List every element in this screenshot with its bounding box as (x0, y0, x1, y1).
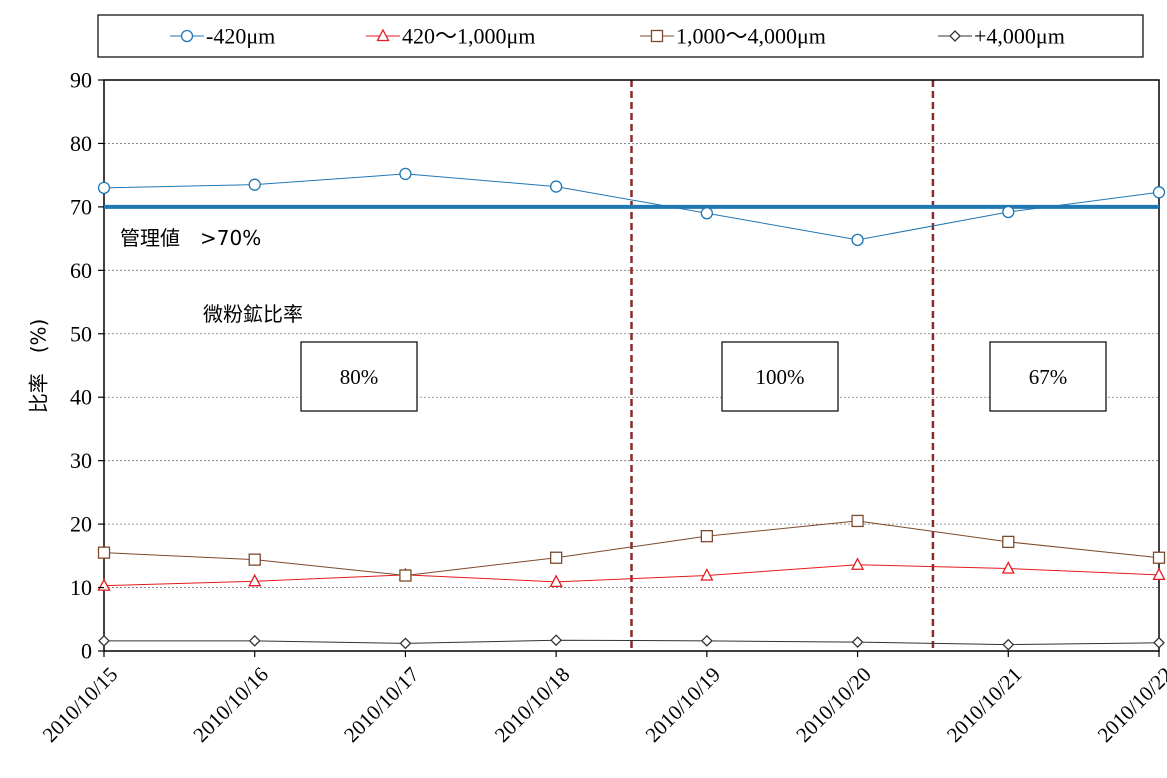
series-group (97, 167, 1166, 651)
series-3-point (851, 514, 864, 528)
legend-label: 1,000～4,000μm (676, 24, 826, 49)
legend-item-1: -420μm (170, 24, 275, 49)
legend-swatch-marker (376, 28, 390, 42)
series-3-point (549, 551, 563, 564)
series-4 (98, 634, 1165, 651)
reference-line-label: 管理値 >70% (120, 226, 261, 250)
series-4-point (399, 637, 412, 650)
y-tick-label: 10 (70, 575, 92, 600)
series-3 (97, 514, 1166, 582)
y-tick-label: 20 (70, 512, 92, 537)
y-tick-label: 70 (70, 194, 92, 219)
legend-item-2: 420～1,000μm (366, 24, 535, 49)
series-4-point (700, 634, 713, 647)
fine-ore-ratio-label: 微粉鉱比率 (203, 302, 303, 326)
series-1-point (1152, 186, 1166, 199)
series-1-point (1002, 205, 1015, 219)
series-2-line (103, 564, 1160, 587)
y-tick-label: 0 (81, 639, 92, 664)
series-3-line (103, 520, 1160, 577)
series-3-point (97, 546, 111, 559)
series-4-point (1153, 636, 1165, 649)
legend-label: -420μm (206, 24, 275, 49)
y-axis-label: 比率 (%) (27, 319, 51, 414)
series-2-point (549, 574, 563, 587)
series-1-point (700, 207, 714, 220)
y-tick-label: 30 (70, 448, 92, 473)
y-tick-label: 80 (70, 131, 92, 156)
series-2-point (1001, 561, 1015, 574)
series-1-point (248, 178, 261, 191)
period-box-2-text: 100% (756, 365, 805, 389)
legend-label: +4,000μm (974, 24, 1065, 49)
y-tick-label: 90 (70, 68, 92, 93)
y-tick-label: 60 (70, 258, 92, 283)
series-2-point (700, 568, 714, 581)
series-2-point (248, 573, 262, 587)
series-3-point (248, 553, 261, 566)
y-axis-ticks: 0 10 20 30 40 50 60 70 80 90 (70, 68, 104, 664)
series-4-line (104, 639, 1160, 646)
series-4-point (248, 634, 261, 647)
series-2-point (850, 557, 865, 570)
period-dividers (630, 80, 935, 651)
legend-item-4: +4,000μm (938, 24, 1065, 49)
series-1-point (851, 233, 864, 247)
legend-swatch-marker (949, 30, 961, 42)
legend-swatch-marker (650, 29, 664, 43)
series-2-point (1152, 567, 1166, 581)
legend: -420μm 420～1,000μm 1,000～4,000μm +4,000μm (97, 14, 1144, 58)
annotations: 管理値 >70% 微粉鉱比率 80% 100% 67% (120, 226, 1107, 412)
period-box-1 (300, 341, 418, 412)
series-3-point (700, 530, 714, 543)
legend-item-3: 1,000～4,000μm (640, 24, 826, 49)
series-1 (97, 167, 1166, 247)
period-box-3 (989, 341, 1107, 412)
series-1-line (103, 173, 1160, 241)
series-3-point (1152, 551, 1166, 564)
series-4-point (1002, 638, 1015, 651)
series-3-point (399, 569, 412, 582)
y-tick-label: 50 (70, 321, 92, 346)
legend-swatch-marker (180, 29, 194, 43)
series-1-point (399, 167, 412, 181)
series-1-point (549, 180, 563, 193)
series-1-point (97, 181, 111, 195)
series-4-point (550, 634, 563, 647)
period-box-1-text: 80% (340, 365, 379, 389)
series-4-point (98, 634, 110, 647)
legend-label: 420～1,000μm (402, 24, 535, 49)
y-tick-label: 40 (70, 385, 92, 410)
series-3-point (1002, 535, 1015, 549)
period-box-3-text: 67% (1029, 365, 1068, 389)
period-box-2 (721, 341, 839, 412)
plot-area-frame (103, 79, 1160, 652)
series-4-point (851, 636, 864, 649)
